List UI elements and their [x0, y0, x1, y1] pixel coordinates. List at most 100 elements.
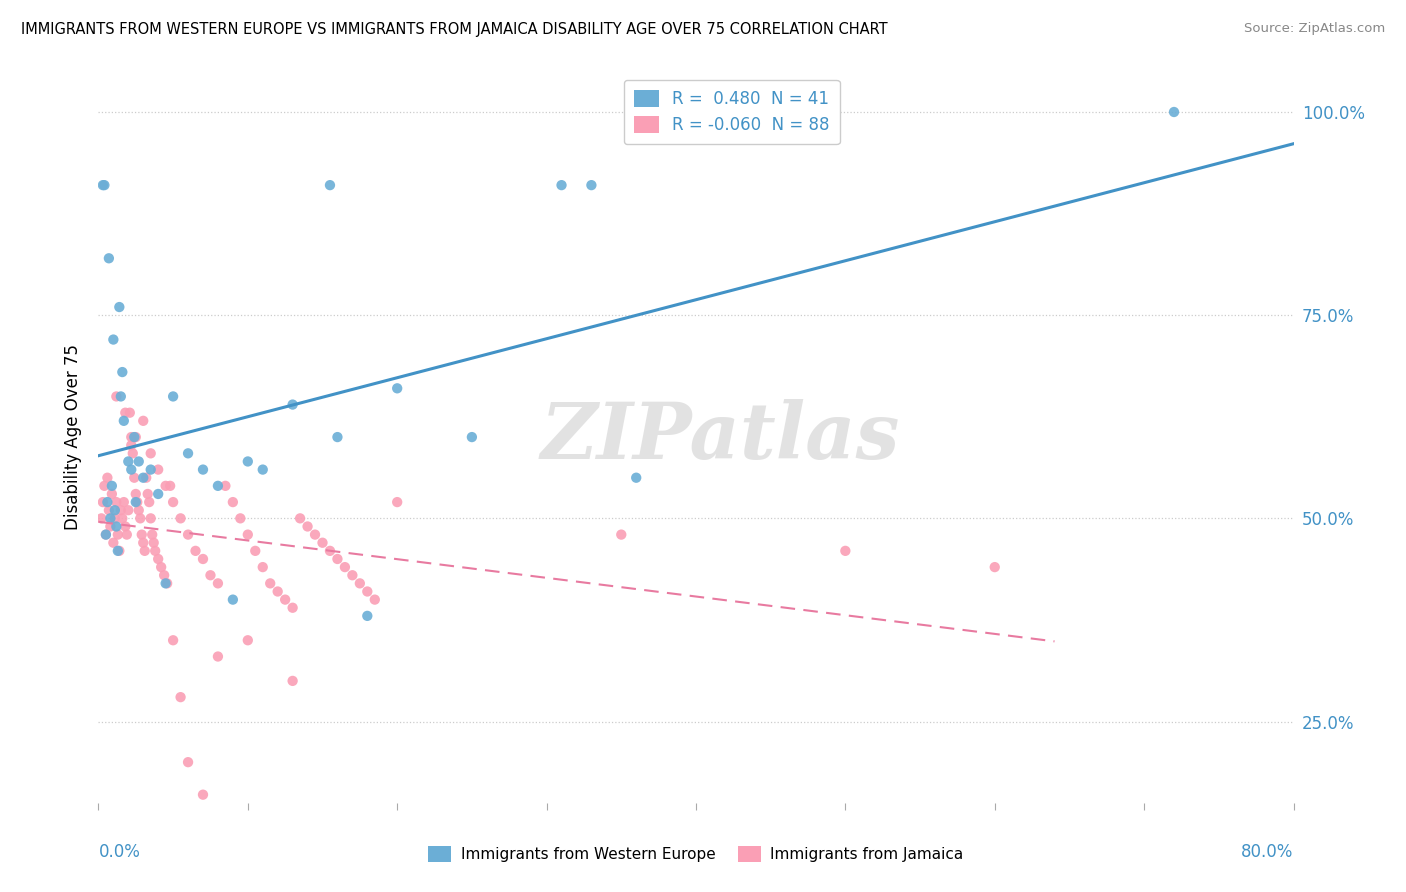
Point: [107, 527, 129, 541]
Point: [112, 495, 135, 509]
Point: [112, 414, 135, 428]
Point: [105, 389, 128, 403]
Point: [207, 649, 229, 664]
Point: [96, 471, 118, 485]
Point: [94, 527, 117, 541]
Point: [120, 430, 142, 444]
Text: 80.0%: 80.0%: [1241, 843, 1294, 861]
Point: [274, 592, 297, 607]
Point: [222, 592, 245, 607]
Point: [214, 479, 236, 493]
Point: [259, 576, 281, 591]
Point: [148, 462, 170, 476]
Point: [129, 511, 152, 525]
Point: [98, 511, 122, 525]
Point: [93, 178, 115, 193]
Point: [135, 471, 157, 485]
Point: [385, 381, 409, 395]
Text: IMMIGRANTS FROM WESTERN EUROPE VS IMMIGRANTS FROM JAMAICA DISABILITY AGE OVER 75: IMMIGRANTS FROM WESTERN EUROPE VS IMMIGR…: [21, 22, 887, 37]
Point: [101, 479, 124, 493]
Point: [132, 471, 155, 485]
Point: [125, 430, 148, 444]
Point: [162, 633, 184, 648]
Point: [125, 487, 148, 501]
Point: [120, 438, 142, 452]
Point: [114, 406, 136, 420]
Point: [281, 398, 304, 412]
Point: [103, 535, 125, 549]
Point: [104, 503, 127, 517]
Point: [97, 503, 120, 517]
Point: [236, 633, 259, 648]
Point: [1163, 105, 1185, 120]
Point: [153, 568, 176, 582]
Legend: Immigrants from Western Europe, Immigrants from Jamaica: Immigrants from Western Europe, Immigran…: [422, 840, 970, 868]
Point: [356, 608, 378, 623]
Point: [132, 535, 155, 549]
Point: [184, 544, 207, 558]
Text: ZIPatlas: ZIPatlas: [540, 399, 900, 475]
Point: [120, 462, 142, 476]
Point: [97, 252, 120, 266]
Point: [94, 527, 117, 541]
Point: [984, 560, 1007, 574]
Point: [103, 333, 125, 347]
Point: [207, 576, 229, 591]
Point: [115, 527, 138, 541]
Point: [139, 511, 162, 525]
Point: [550, 178, 572, 193]
Point: [159, 479, 181, 493]
Point: [141, 527, 163, 541]
Point: [267, 584, 290, 599]
Point: [121, 446, 143, 460]
Point: [304, 527, 326, 541]
Point: [101, 487, 124, 501]
Point: [132, 414, 155, 428]
Point: [108, 300, 131, 314]
Point: [148, 487, 170, 501]
Point: [349, 576, 371, 591]
Point: [110, 389, 132, 403]
Point: [127, 495, 149, 509]
Point: [155, 479, 177, 493]
Point: [142, 535, 165, 549]
Point: [162, 389, 184, 403]
Point: [96, 495, 118, 509]
Point: [104, 511, 127, 525]
Point: [128, 503, 150, 517]
Point: [124, 430, 146, 444]
Point: [222, 495, 245, 509]
Point: [191, 462, 214, 476]
Point: [131, 527, 153, 541]
Point: [356, 584, 378, 599]
Point: [288, 511, 311, 525]
Point: [93, 479, 115, 493]
Point: [200, 568, 222, 582]
Point: [105, 495, 128, 509]
Point: [136, 487, 159, 501]
Point: [148, 552, 170, 566]
Point: [124, 471, 146, 485]
Point: [342, 568, 364, 582]
Point: [138, 495, 160, 509]
Point: [110, 503, 132, 517]
Point: [111, 365, 134, 379]
Text: 0.0%: 0.0%: [98, 843, 141, 861]
Point: [236, 454, 259, 468]
Point: [191, 552, 214, 566]
Point: [118, 406, 141, 420]
Point: [143, 544, 166, 558]
Point: [461, 430, 484, 444]
Point: [107, 544, 129, 558]
Point: [319, 178, 342, 193]
Point: [108, 544, 131, 558]
Point: [98, 519, 122, 533]
Point: [114, 519, 136, 533]
Point: [111, 511, 134, 525]
Point: [117, 454, 139, 468]
Text: Source: ZipAtlas.com: Source: ZipAtlas.com: [1244, 22, 1385, 36]
Point: [155, 576, 177, 591]
Point: [281, 600, 304, 615]
Point: [177, 446, 200, 460]
Point: [134, 544, 156, 558]
